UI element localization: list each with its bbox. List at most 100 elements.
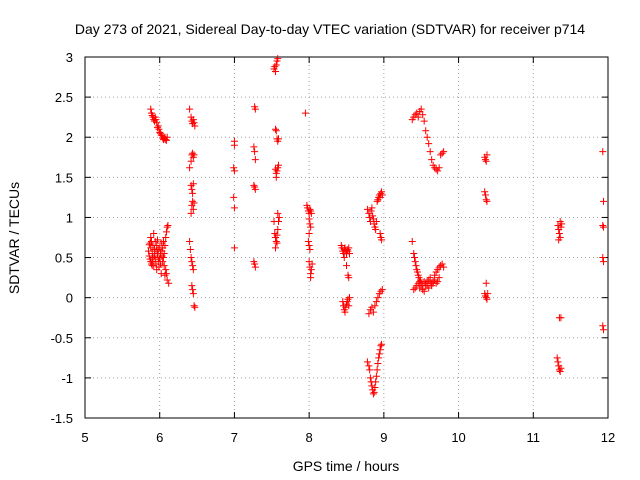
data-point	[375, 350, 383, 358]
data-point	[432, 165, 440, 173]
data-point	[271, 63, 279, 71]
data-point	[230, 193, 238, 201]
data-point	[600, 258, 608, 266]
data-point	[483, 151, 491, 159]
data-point	[307, 266, 315, 274]
data-point	[438, 149, 446, 157]
data-point	[274, 225, 282, 233]
data-point	[482, 157, 490, 165]
data-point	[372, 298, 380, 306]
data-point	[273, 231, 281, 239]
data-point	[599, 148, 607, 156]
data-point	[555, 229, 563, 237]
data-point	[275, 217, 283, 225]
data-point	[372, 225, 380, 233]
data-point	[376, 346, 384, 354]
data-point	[251, 263, 259, 271]
y-tick-label: 3	[66, 50, 73, 65]
data-point	[145, 252, 153, 260]
data-point	[434, 278, 442, 286]
data-point	[251, 148, 259, 156]
data-point	[188, 282, 196, 290]
data-point	[372, 217, 380, 225]
data-point	[368, 204, 376, 212]
data-point	[419, 111, 427, 119]
data-point	[305, 242, 313, 250]
data-point	[440, 148, 448, 156]
data-point	[378, 188, 386, 196]
data-point	[162, 136, 170, 144]
data-point	[186, 246, 194, 254]
data-point	[342, 303, 350, 311]
data-point	[230, 204, 238, 212]
data-point	[189, 149, 197, 157]
data-point	[230, 141, 238, 149]
data-point	[250, 143, 258, 151]
data-point	[423, 133, 431, 141]
data-point	[375, 354, 383, 362]
data-point	[554, 358, 562, 366]
x-tick-label: 9	[380, 430, 387, 445]
data-point	[411, 258, 419, 266]
data-point	[275, 161, 283, 169]
data-point	[371, 302, 379, 310]
data-point	[162, 270, 170, 278]
data-point	[154, 246, 162, 254]
data-point	[155, 263, 163, 271]
y-axis-ticks: -1.5 -1 -0.5 0 0.5 1 1.5 2 2.5 3	[51, 50, 608, 426]
data-point	[306, 220, 314, 228]
data-point	[377, 189, 385, 197]
data-point	[275, 135, 283, 143]
data-point	[272, 238, 280, 246]
x-tick-label: 6	[156, 430, 163, 445]
data-point	[304, 238, 312, 246]
plot-frame	[84, 56, 609, 419]
data-point	[272, 173, 280, 181]
data-point	[412, 262, 420, 270]
data-point	[161, 242, 169, 250]
data-point	[363, 205, 371, 213]
data-point	[163, 276, 171, 284]
data-point	[435, 164, 443, 172]
data-point	[483, 197, 491, 205]
data-point	[155, 125, 163, 133]
data-point	[440, 263, 448, 271]
data-point	[147, 234, 155, 241]
data-point	[435, 274, 443, 282]
data-point	[301, 109, 309, 117]
data-point	[153, 119, 161, 127]
data-point	[162, 266, 170, 274]
data-point	[599, 322, 607, 330]
data-point	[365, 310, 373, 318]
data-point	[417, 105, 425, 113]
data-point	[306, 246, 314, 254]
data-point	[600, 223, 608, 231]
data-point	[378, 286, 386, 294]
data-point	[157, 131, 165, 139]
data-point	[187, 254, 195, 262]
x-axis-ticks: 5 6 7 8 9 10 11 12	[81, 57, 615, 445]
data-point	[556, 217, 564, 225]
data-point	[189, 189, 197, 197]
data-point	[189, 116, 197, 124]
data-point	[343, 246, 351, 254]
data-point	[275, 213, 283, 221]
data-point	[162, 228, 170, 236]
chart-title: Day 273 of 2021, Sidereal Day-to-day VTE…	[75, 21, 585, 37]
data-point	[365, 362, 373, 370]
data-point	[162, 234, 170, 241]
data-point	[164, 221, 172, 229]
x-tick-label: 12	[601, 430, 615, 445]
data-point	[187, 157, 195, 165]
y-tick-label: -1	[61, 371, 73, 386]
data-point	[163, 133, 171, 141]
data-point	[272, 67, 280, 75]
data-point	[437, 262, 445, 270]
data-point	[437, 151, 445, 159]
data-point	[426, 148, 434, 156]
data-point	[369, 212, 377, 220]
data-point	[153, 236, 161, 244]
data-point	[555, 366, 563, 374]
data-point	[341, 308, 349, 316]
data-point	[189, 205, 197, 213]
